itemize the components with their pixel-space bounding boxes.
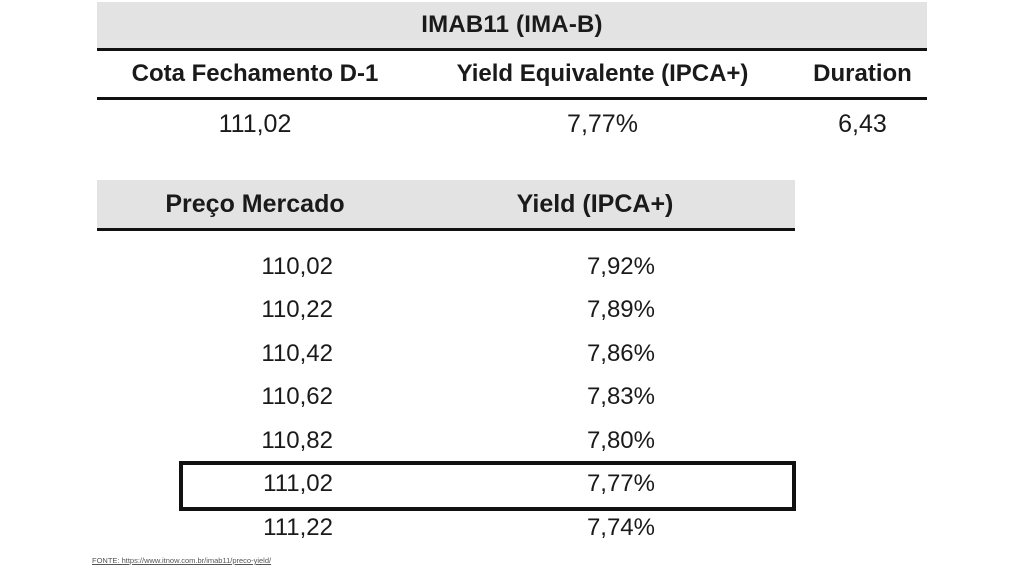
- price-cell: 110,42: [261, 339, 333, 367]
- header-yield-ipca: Yield (IPCA+): [516, 189, 674, 218]
- yield-cell: 7,74%: [586, 513, 655, 541]
- table-row: 110,62 7,83%: [97, 376, 795, 420]
- table-row: 111,22 7,74%: [97, 506, 795, 550]
- price-table-body: 110,02 7,92% 110,22 7,89% 110,42 7,86% 110,62 7…: [97, 245, 795, 550]
- table-row: 110,42 7,86%: [97, 332, 795, 376]
- value-cota-fechamento: 111,02: [218, 109, 292, 138]
- price-cell: 110,02: [261, 252, 333, 280]
- yield-cell: 7,83%: [586, 383, 655, 411]
- header-preco-mercado: Preço Mercado: [165, 189, 345, 218]
- header-duration: Duration: [813, 59, 912, 87]
- top-table-title: IMAB11 (IMA-B): [421, 11, 603, 38]
- source-link[interactable]: FONTE: https://www.itnow.com.br/imab11/p…: [92, 556, 272, 565]
- value-yield-equivalente: 7,77%: [567, 109, 638, 138]
- top-table-rule-lower: [97, 97, 927, 100]
- table-row: 111,02 7,77%: [97, 463, 795, 507]
- value-duration: 6,43: [838, 109, 887, 138]
- table-row: 110,02 7,92%: [97, 245, 795, 289]
- header-cota-fechamento: Cota Fechamento D-1: [131, 59, 379, 87]
- yield-cell: 7,77%: [586, 470, 655, 498]
- table-row: 110,82 7,80%: [97, 419, 795, 463]
- price-table-header-rule: [97, 228, 795, 231]
- top-table-rule-upper: [97, 48, 927, 51]
- price-cell: 111,22: [263, 513, 333, 541]
- highlighted-row-frame: [179, 461, 796, 511]
- price-table-header-bar: [97, 180, 795, 228]
- yield-cell: 7,92%: [586, 252, 655, 280]
- price-cell: 111,02: [263, 470, 333, 498]
- header-yield-equivalente: Yield Equivalente (IPCA+): [456, 59, 749, 87]
- yield-cell: 7,80%: [586, 426, 655, 454]
- yield-cell: 7,86%: [586, 339, 655, 367]
- price-cell: 110,22: [261, 296, 333, 324]
- yield-cell: 7,89%: [586, 296, 655, 324]
- price-cell: 110,62: [261, 383, 333, 411]
- price-cell: 110,82: [261, 426, 333, 454]
- table-row: 110,22 7,89%: [97, 289, 795, 333]
- top-table-title-bar: IMAB11 (IMA-B): [97, 2, 927, 48]
